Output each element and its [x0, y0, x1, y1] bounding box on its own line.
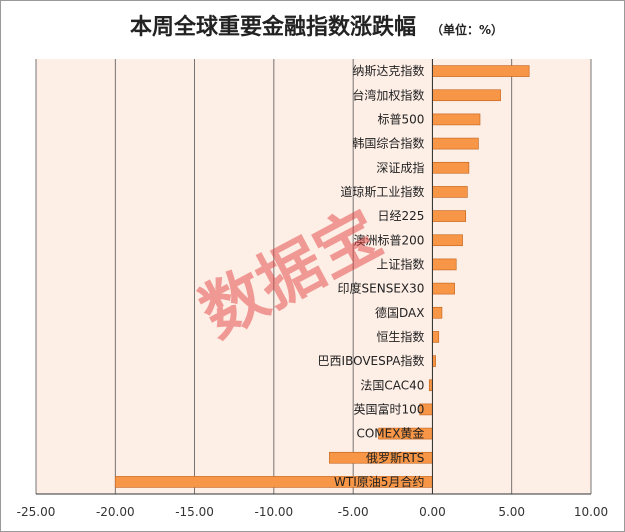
x-tick-label: -20.00	[96, 505, 135, 519]
category-label: 俄罗斯RTS	[366, 451, 424, 465]
chart-title: 本周全球重要金融指数涨跌幅	[130, 14, 416, 40]
x-tick-label: -25.00	[17, 505, 56, 519]
category-label: 上证指数	[376, 256, 424, 271]
bar	[432, 161, 470, 174]
bars	[114, 59, 530, 494]
x-tick-label: 5.00	[498, 505, 525, 519]
bar	[432, 210, 467, 222]
category-label: 恒生指数	[376, 329, 424, 344]
plot-area	[36, 59, 591, 494]
bar	[432, 113, 481, 126]
bar	[432, 258, 457, 271]
bar	[432, 65, 530, 77]
category-label: 德国DAX	[375, 305, 424, 320]
bar	[432, 331, 440, 343]
category-label: 纳斯达克指数	[352, 63, 424, 78]
category-label: WTI原油5月合约	[334, 474, 424, 489]
x-tick-label: 0.00	[419, 505, 446, 519]
x-tick-label: -15.00	[175, 505, 214, 519]
bar	[432, 306, 443, 319]
bar	[432, 282, 455, 295]
category-label: 深证成指	[376, 160, 424, 175]
category-label: COMEX黄金	[356, 426, 424, 441]
category-label: 道琼斯工业指数	[340, 184, 424, 199]
x-axis-ticks: -25.00 -20.00 -15.00 -10.00 -5.00 0.00 5.00 10.…	[17, 493, 608, 519]
category-label: 日经225	[378, 209, 425, 223]
x-tick-label: 10.00	[574, 505, 608, 519]
category-label: 韩国综合指数	[352, 136, 424, 151]
category-label: 印度SENSEX30	[338, 281, 425, 296]
chart-subtitle: （单位：%）	[431, 22, 503, 37]
category-label: 澳洲标普200	[354, 233, 425, 247]
x-tick-label: -10.00	[255, 505, 294, 519]
category-label: 台湾加权指数	[352, 87, 424, 102]
bar	[432, 234, 463, 247]
category-label: 英国富时100	[354, 401, 425, 416]
category-label: 标普500	[378, 112, 425, 126]
x-tick-label: -5.00	[338, 505, 369, 519]
category-label: 巴西IBOVESPA指数	[318, 353, 425, 368]
category-label: 法国CAC40	[360, 378, 424, 392]
bar	[432, 186, 468, 198]
bar	[432, 137, 479, 150]
bar	[432, 89, 501, 102]
